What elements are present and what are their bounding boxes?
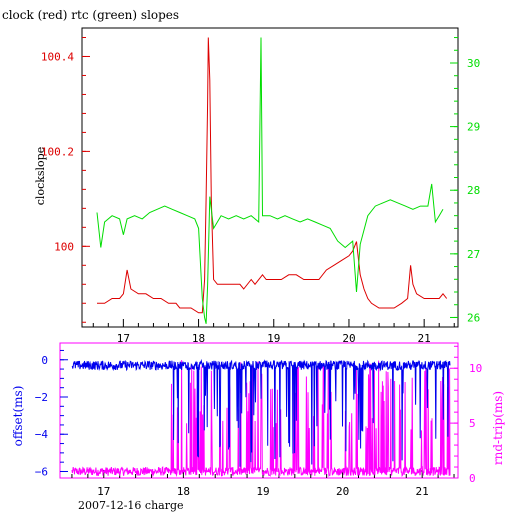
top-y-left-tick-label: 100 xyxy=(54,240,74,253)
bottom-series xyxy=(71,358,451,478)
top-y-left-tick-label: 100.4 xyxy=(41,50,74,63)
top-series xyxy=(96,37,448,324)
bottom-x-tick-label: 21 xyxy=(416,485,429,498)
bottom-y-right-tick-label: 0 xyxy=(469,472,476,485)
series-line-offset xyxy=(71,358,451,467)
bottom-y-left-tick-label: −4 xyxy=(35,428,49,441)
bottom-y-left-tick-label: −2 xyxy=(35,391,48,404)
top-x-tick-label: 17 xyxy=(117,332,130,345)
top-x-tick-label: 18 xyxy=(192,332,205,345)
top-plot-frame xyxy=(81,27,459,328)
bottom-y-right-tick-label: 10 xyxy=(469,362,482,375)
top-chart-title: clock (red) rtc (green) slopes xyxy=(2,8,179,22)
bottom-y-left-tick-label: 0 xyxy=(41,354,48,367)
top-x-tick-label: 21 xyxy=(418,332,431,345)
bottom-y-right-label: rnd-trip(ms) xyxy=(491,391,505,465)
bottom-x-tick-label: 18 xyxy=(177,485,190,498)
top-y-right-tick-label: 28 xyxy=(467,184,480,197)
top-y-right-tick-label: 26 xyxy=(467,311,480,324)
bottom-y-left-label: offset(ms) xyxy=(11,386,25,447)
bottom-chart: 17 18 19 20 21 0 −2 −4 −6 0 5 10 offset(ms) rnd-tri… xyxy=(11,342,505,512)
bottom-x-tick-label: 20 xyxy=(336,485,349,498)
top-y-right-tick-label: 27 xyxy=(467,248,480,261)
top-x-tick-label: 20 xyxy=(342,332,355,345)
top-y-right-tick-label: 29 xyxy=(467,121,480,134)
top-axes: 17 18 19 20 21 100 100.2 100.4 26 27 28 29 30 xyxy=(41,36,480,345)
bottom-plot-frame xyxy=(59,342,459,479)
bottom-y-left-tick-label: −6 xyxy=(35,465,48,478)
top-x-tick-label: 19 xyxy=(267,332,280,345)
series-line-clock xyxy=(97,37,448,314)
top-y-left-tick-label: 100.2 xyxy=(41,145,74,158)
bottom-x-tick-label: 19 xyxy=(256,485,269,498)
bottom-x-tick-label: 17 xyxy=(97,485,110,498)
top-chart: 17 18 19 20 21 100 100.2 100.4 26 27 28 29 30 clock … xyxy=(2,8,480,345)
top-y-left-label: clockslope xyxy=(34,147,47,205)
top-y-right-tick-label: 30 xyxy=(467,57,480,70)
bottom-y-right-tick-label: 5 xyxy=(469,417,476,430)
series-line-rtc xyxy=(96,37,444,324)
bottom-x-label: 2007-12-16 charge xyxy=(78,499,184,512)
